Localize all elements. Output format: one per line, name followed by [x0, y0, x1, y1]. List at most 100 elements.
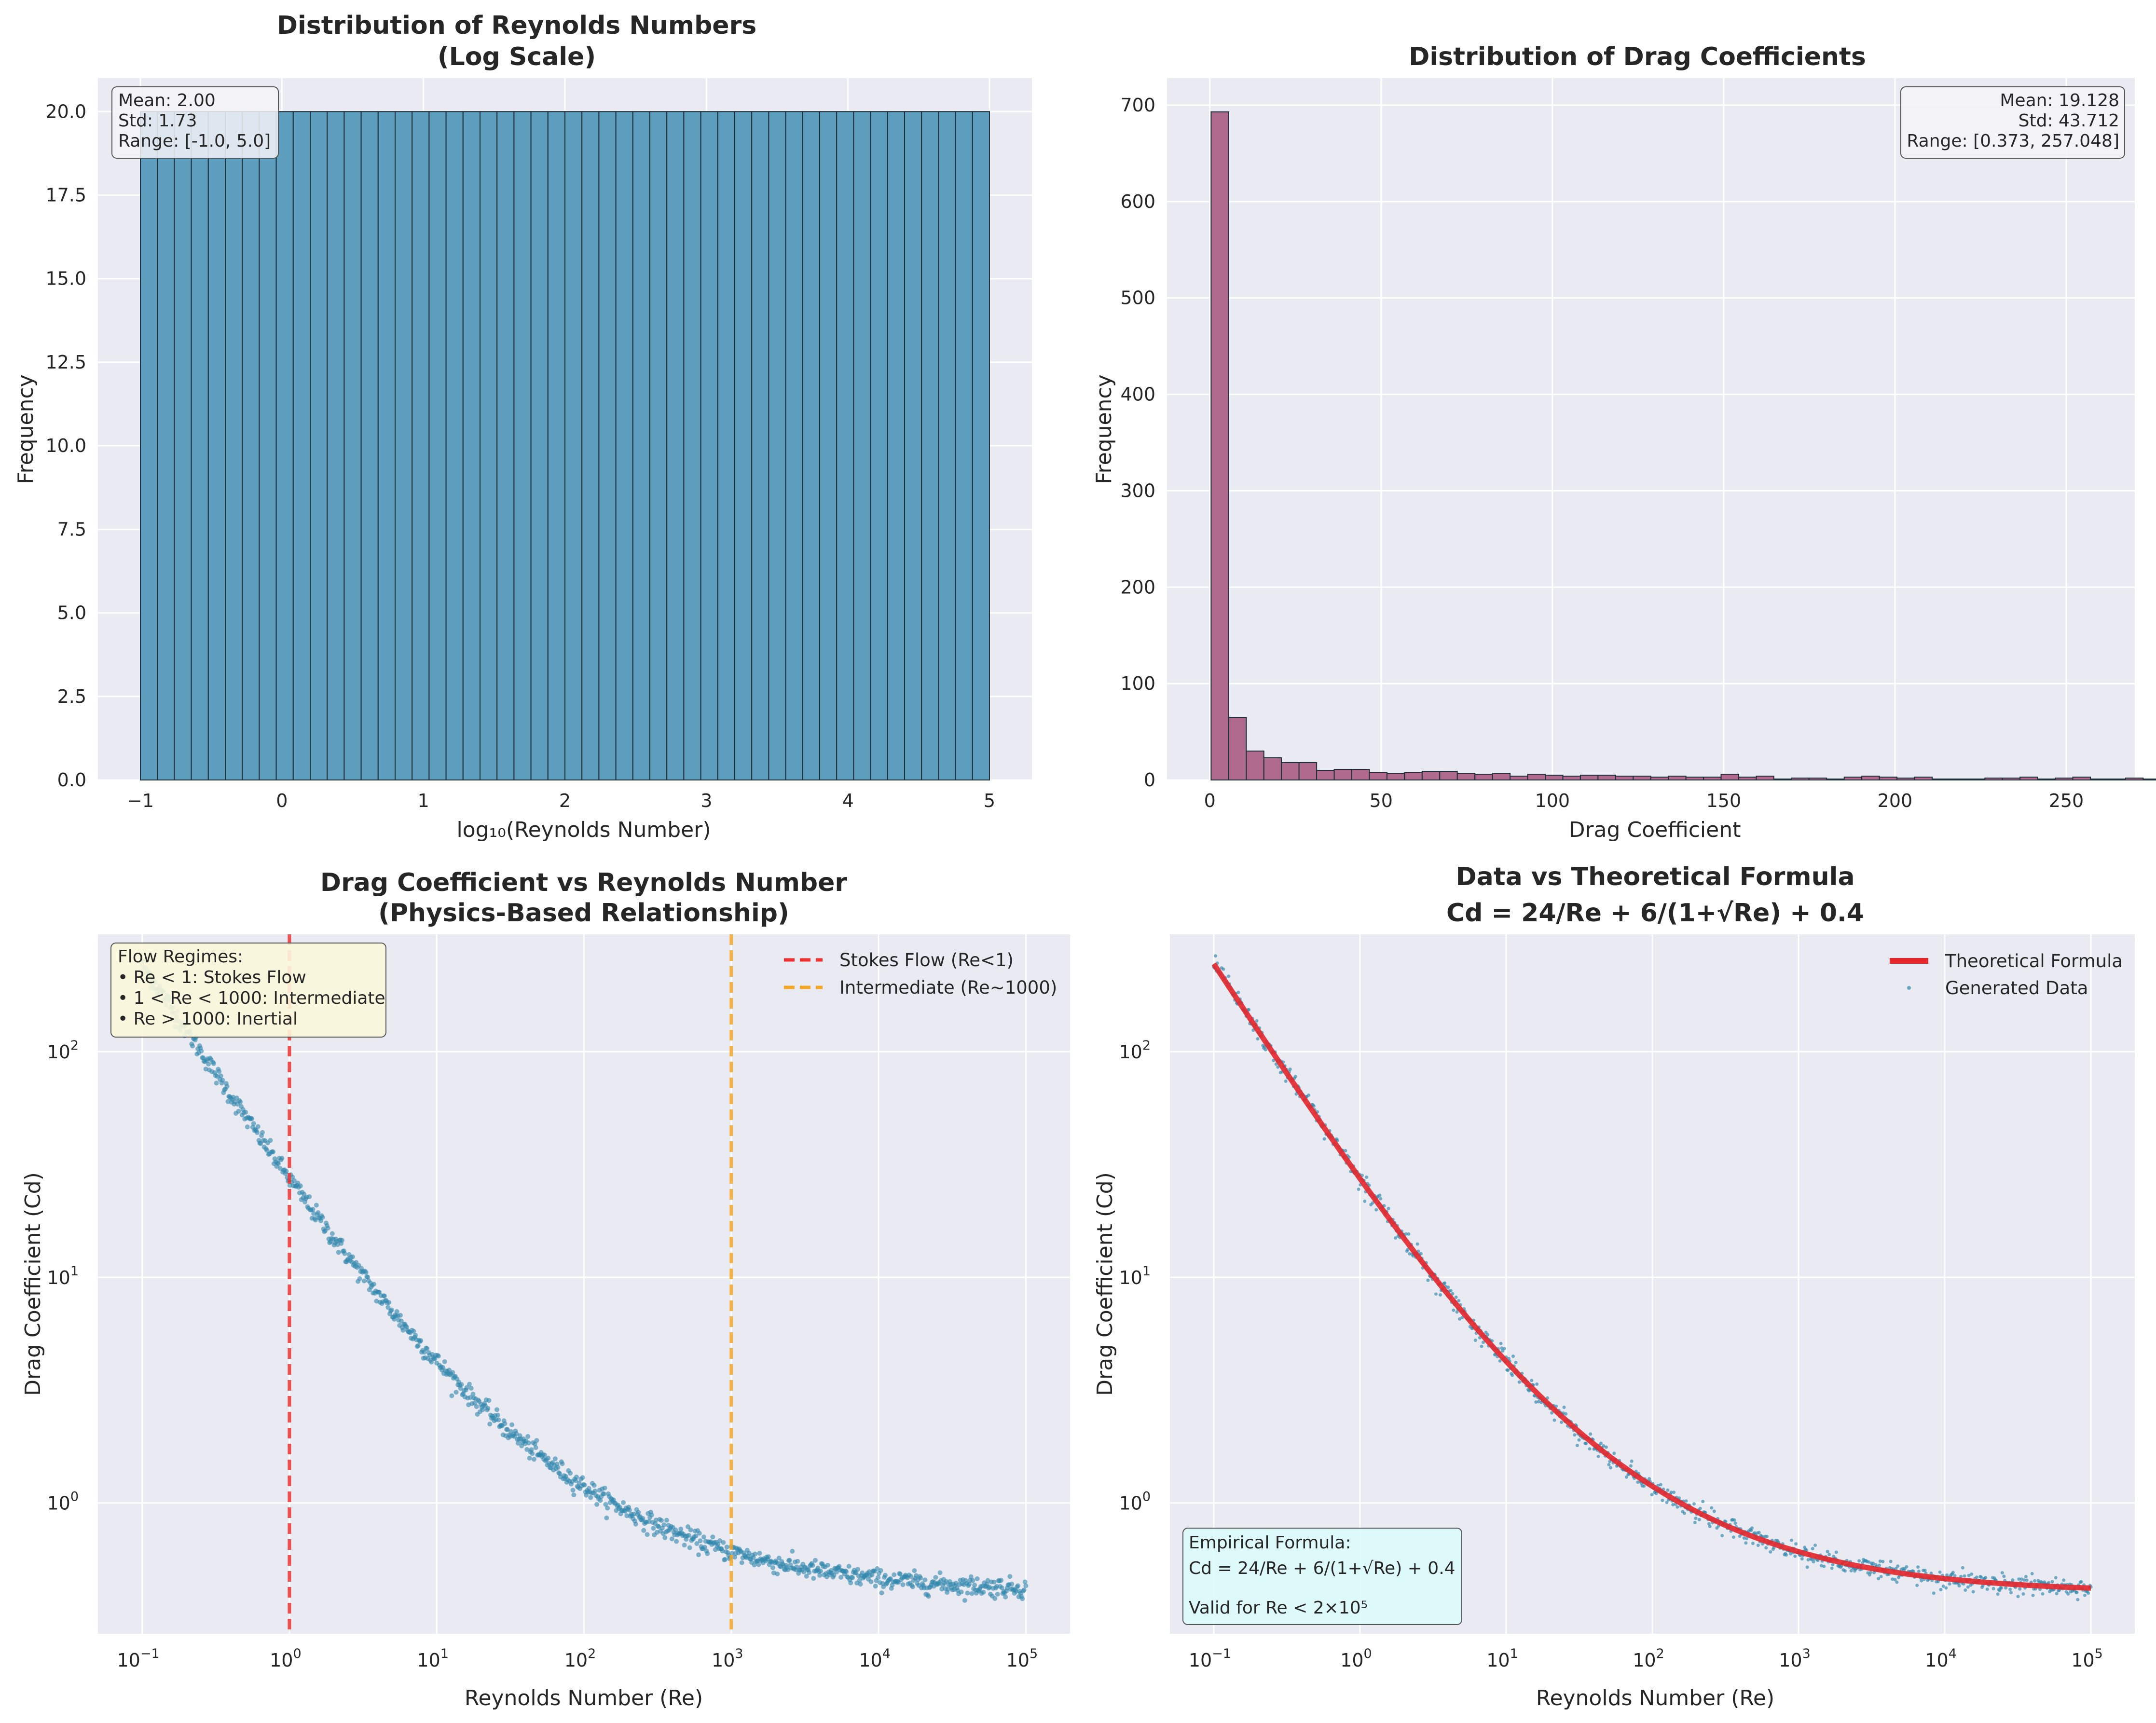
data-point	[1694, 1517, 1698, 1520]
data-point	[1455, 1310, 1459, 1314]
legend-intermediate-label: Intermediate (Re~1000)	[839, 977, 1057, 998]
data-point	[2009, 1591, 2013, 1595]
stats-mean: Mean: 2.00	[118, 91, 216, 110]
histogram-bar	[259, 111, 277, 780]
data-point	[271, 1149, 275, 1154]
data-point	[487, 1422, 493, 1427]
data-point	[418, 1338, 424, 1343]
y-tick-label: 15.0	[45, 268, 86, 289]
data-point	[632, 1511, 637, 1517]
data-point	[425, 1346, 429, 1351]
histogram-bar	[1246, 751, 1264, 781]
data-point	[1871, 1561, 1875, 1565]
data-point	[866, 1569, 872, 1574]
data-point	[1378, 1193, 1382, 1197]
histogram-bar	[666, 111, 685, 780]
data-point	[316, 1210, 321, 1215]
histogram-bar	[870, 111, 888, 780]
data-point	[1849, 1569, 1853, 1573]
histogram-bar	[785, 111, 803, 780]
data-point	[694, 1541, 700, 1546]
data-point	[1222, 967, 1225, 971]
formula-heading: Empirical Formula:	[1189, 1533, 1351, 1553]
data-point	[2002, 1574, 2006, 1578]
data-point	[838, 1575, 844, 1580]
data-point	[1731, 1535, 1735, 1539]
flow-regimes-heading: Flow Regimes:	[118, 947, 243, 967]
data-point	[320, 1215, 325, 1220]
data-point	[1365, 1176, 1369, 1179]
data-point	[1439, 1293, 1442, 1297]
data-point	[1023, 1583, 1029, 1588]
histogram-bar	[1685, 777, 1704, 781]
data-point	[2011, 1578, 2015, 1582]
histogram-bar	[1668, 776, 1687, 780]
data-point	[413, 1333, 418, 1338]
y-tick-label: 0.0	[57, 769, 86, 791]
histogram-bar	[2107, 779, 2126, 780]
y-tick-label: 600	[1120, 191, 1155, 212]
histogram-bar	[412, 111, 430, 780]
data-point	[1322, 1137, 1326, 1141]
histogram-bar	[1263, 757, 1282, 781]
title-line-2: (Log Scale)	[438, 42, 596, 71]
data-point	[2083, 1593, 2087, 1597]
data-point	[999, 1578, 1004, 1583]
data-point	[1879, 1575, 1883, 1578]
x-tick-label: 0	[1204, 790, 1216, 811]
histogram-bar	[700, 111, 718, 780]
data-point	[1720, 1534, 1724, 1537]
data-point	[2055, 1592, 2059, 1596]
data-point	[467, 1395, 473, 1400]
data-point	[1374, 1208, 1378, 1212]
stats-box: Mean: 2.00 Std: 1.73 Range: [-1.0, 5.0]	[111, 86, 279, 159]
y-tick-label: 700	[1120, 95, 1155, 116]
data-point	[1916, 1565, 1920, 1569]
data-point	[1905, 1565, 1909, 1569]
histogram-bar	[1914, 777, 1933, 781]
histogram-bar	[734, 111, 753, 780]
histogram-bar	[1615, 776, 1634, 780]
histogram-bar	[1545, 775, 1564, 780]
data-point	[1537, 1400, 1540, 1404]
stats-mean: Mean: 19.128	[2000, 91, 2119, 110]
data-point	[855, 1567, 860, 1572]
data-point	[218, 1073, 223, 1079]
histogram-bars	[1210, 111, 2156, 781]
data-point	[698, 1538, 703, 1544]
flow-regime-stokes: • Re < 1: Stokes Flow	[118, 968, 306, 987]
formula-box: Empirical Formula: Cd = 24/Re + 6/(1+√Re…	[1182, 1528, 1462, 1625]
data-point	[994, 1584, 999, 1589]
data-point	[688, 1527, 693, 1532]
data-point	[1255, 1019, 1259, 1023]
data-point	[723, 1557, 728, 1562]
data-point	[1793, 1554, 1797, 1558]
data-point	[1923, 1569, 1927, 1573]
data-point	[243, 1109, 248, 1115]
data-point	[1604, 1445, 1608, 1449]
data-point	[1682, 1511, 1686, 1515]
data-point	[879, 1590, 884, 1596]
data-point	[389, 1307, 394, 1313]
formula-validity: Valid for Re < 2×10⁵	[1189, 1598, 1368, 1618]
flow-regimes-background	[110, 943, 386, 1038]
data-point	[1822, 1564, 1826, 1568]
data-point	[527, 1455, 532, 1461]
data-point	[1629, 1464, 1633, 1468]
data-point	[1607, 1463, 1611, 1466]
data-point	[224, 1084, 230, 1089]
data-point	[245, 1124, 250, 1130]
y-tick-label: 5.0	[57, 602, 86, 624]
data-point	[1805, 1565, 1809, 1569]
data-point	[1979, 1575, 1983, 1579]
data-point	[1654, 1491, 1658, 1495]
theory-curve	[1211, 962, 2091, 1591]
histogram-bar	[462, 111, 481, 780]
data-point	[959, 1589, 964, 1595]
data-point	[1744, 1541, 1748, 1545]
histogram-bar	[564, 111, 583, 780]
histogram-bar	[530, 111, 549, 780]
data-point	[2017, 1577, 2021, 1581]
data-point	[621, 1500, 626, 1505]
